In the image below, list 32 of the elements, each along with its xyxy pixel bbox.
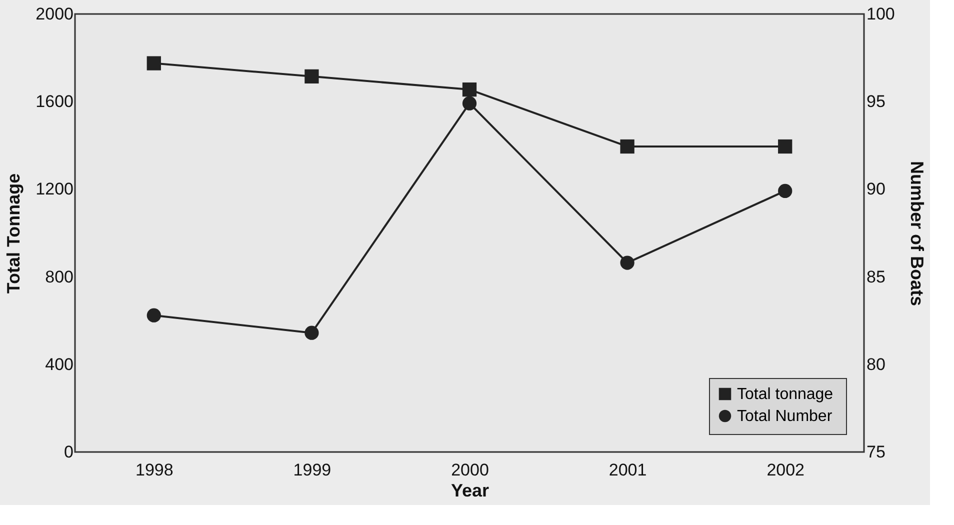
y-tick-label: 0 bbox=[64, 442, 74, 462]
x-tick-label: 2000 bbox=[451, 460, 489, 480]
y2-tick-label: 100 bbox=[866, 4, 895, 24]
y2-tick-label: 75 bbox=[866, 442, 886, 462]
x-tick-label: 1998 bbox=[135, 460, 174, 480]
y2-tick-label: 80 bbox=[866, 354, 886, 374]
x-tick-label: 2001 bbox=[608, 460, 647, 480]
y-tick-label: 400 bbox=[45, 354, 74, 374]
point bbox=[462, 82, 477, 97]
y2-axis-title: Number of Boats bbox=[906, 160, 927, 306]
point bbox=[146, 308, 161, 322]
point bbox=[620, 139, 634, 154]
point bbox=[620, 256, 634, 270]
point bbox=[778, 184, 792, 198]
y-tick-label: 800 bbox=[45, 267, 74, 286]
x-axis-title: Year bbox=[450, 480, 490, 500]
point bbox=[462, 96, 477, 110]
legend-label: Total tonnage bbox=[737, 386, 834, 403]
legend-label: Total Number bbox=[737, 408, 833, 425]
y2-tick-label: 90 bbox=[866, 180, 886, 199]
point bbox=[304, 69, 319, 84]
y2-tick-label: 95 bbox=[866, 92, 886, 112]
y-tick-label: 1200 bbox=[36, 180, 74, 199]
y-tick-label: 1600 bbox=[36, 92, 74, 112]
point bbox=[304, 326, 319, 340]
y-axis-title: Total Tonnage bbox=[4, 173, 24, 294]
x-tick-label: 1999 bbox=[293, 460, 332, 480]
point bbox=[146, 56, 161, 70]
point bbox=[778, 139, 792, 154]
y-tick-label: 2000 bbox=[36, 4, 74, 24]
x-tick-label: 2002 bbox=[766, 460, 805, 480]
y2-tick-label: 85 bbox=[866, 267, 886, 286]
